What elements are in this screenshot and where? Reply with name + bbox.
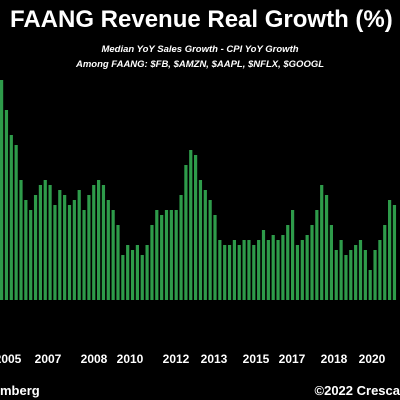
bar: [92, 185, 96, 300]
bar: [295, 245, 300, 300]
bar: [179, 195, 183, 300]
bar: [194, 155, 198, 300]
bar: [82, 210, 86, 300]
bar: [242, 240, 246, 300]
bar: [58, 190, 62, 300]
bar: [67, 205, 72, 300]
bar: [0, 80, 4, 300]
bar: [24, 200, 28, 300]
bar: [276, 240, 280, 300]
bar: [281, 235, 285, 300]
bar: [97, 180, 101, 300]
footer-source: mberg: [0, 383, 40, 398]
bar: [130, 250, 135, 300]
bar: [266, 240, 270, 300]
bar: [368, 270, 372, 300]
bar: [344, 255, 348, 300]
bar: [38, 185, 42, 300]
bar: [218, 240, 222, 300]
bar: [310, 225, 314, 300]
bar: [232, 240, 236, 300]
x-tick-label: 2015: [243, 352, 270, 366]
bar: [247, 240, 251, 300]
bar: [126, 245, 130, 300]
bar: [324, 195, 329, 300]
bar: [9, 135, 13, 300]
bar: [43, 180, 47, 300]
bar: [237, 245, 241, 300]
bar: [388, 200, 392, 300]
bar: [358, 240, 363, 300]
bar: [300, 240, 304, 300]
bar: [121, 255, 125, 300]
x-tick-label: 2008: [81, 352, 108, 366]
bar: [19, 180, 23, 300]
bar: [155, 210, 159, 300]
bar: [29, 210, 33, 300]
bar: [208, 200, 212, 300]
bar: [184, 165, 188, 300]
bar: [150, 225, 154, 300]
bar: [271, 235, 275, 300]
bar: [320, 185, 324, 300]
bar: [198, 180, 203, 300]
bar: [305, 235, 309, 300]
bar: [53, 205, 57, 300]
bar: [169, 210, 173, 300]
bar: [354, 245, 358, 300]
chart-title: FAANG Revenue Real Growth (%): [10, 6, 393, 33]
chart-subtitle-line-2: Among FAANG: $FB, $AMZN, $AAPL, $NFLX, $…: [75, 59, 325, 70]
bar: [106, 200, 110, 300]
bar: [87, 195, 91, 300]
x-tick-label: 2020: [359, 352, 386, 366]
bar: [257, 240, 261, 300]
x-tick-label: 2005: [0, 352, 22, 366]
bar: [329, 225, 333, 300]
bar: [315, 210, 319, 300]
bar: [286, 225, 290, 300]
bar: [116, 225, 120, 300]
bar: [252, 245, 256, 300]
bar: [145, 245, 149, 300]
bar: [261, 230, 266, 300]
bar: [189, 150, 193, 300]
bar: [213, 215, 217, 300]
bar: [4, 110, 9, 300]
x-tick-label: 2013: [201, 352, 228, 366]
bar: [135, 245, 139, 300]
x-tick-label: 2017: [279, 352, 306, 366]
bar: [33, 195, 38, 300]
bar: [203, 190, 207, 300]
bar: [291, 210, 295, 300]
bar: [77, 190, 81, 300]
bar: [164, 210, 169, 300]
bar: [111, 210, 115, 300]
bar: [140, 255, 144, 300]
bar: [339, 240, 343, 300]
x-tick-label: 2010: [117, 352, 144, 366]
bar: [160, 215, 164, 300]
bar: [14, 145, 18, 300]
x-tick-label: 2018: [321, 352, 348, 366]
bar: [373, 250, 377, 300]
bar: [48, 185, 52, 300]
x-tick-label: 2007: [35, 352, 62, 366]
bar: [378, 240, 382, 300]
footer-copyright: ©2022 Cresca: [314, 383, 400, 398]
bar: [392, 205, 397, 300]
bar: [174, 210, 178, 300]
bar: [223, 245, 227, 300]
bar: [334, 250, 338, 300]
bar: [63, 195, 67, 300]
chart-subtitle-line-1: Median YoY Sales Growth - CPI YoY Growth: [101, 44, 299, 55]
bar: [349, 250, 353, 300]
x-tick-label: 2012: [163, 352, 190, 366]
bar: [383, 225, 387, 300]
bar: [101, 185, 106, 300]
bar: [363, 250, 367, 300]
bar: [72, 200, 76, 300]
bar: [227, 245, 232, 300]
